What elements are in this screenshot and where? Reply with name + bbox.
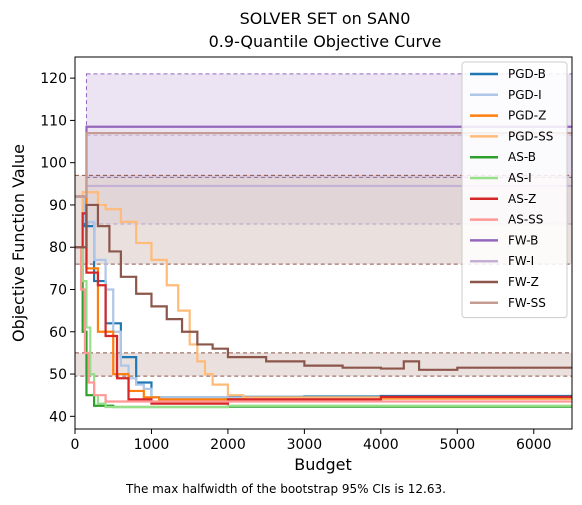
legend-label-fw-ss: FW-SS	[508, 296, 546, 310]
series-line-pgd-ss	[75, 191, 572, 399]
y-tick-label: 110	[40, 113, 67, 129]
y-tick-label: 90	[49, 198, 67, 214]
legend-label-fw-i: FW-I	[508, 254, 534, 268]
y-tick-label: 100	[40, 156, 67, 172]
legend-label-as-ss: AS-SS	[508, 213, 543, 227]
y-tick-label: 40	[49, 409, 67, 425]
chart-subtitle: 0.9-Quantile Objective Curve	[209, 32, 442, 51]
legend-label-as-i: AS-I	[508, 171, 532, 185]
y-tick-label: 120	[40, 71, 67, 87]
series-line-fw-ss	[75, 131, 572, 198]
legend-label-pgd-i: PGD-I	[508, 88, 542, 102]
legend-label-as-b: AS-B	[508, 150, 536, 164]
x-tick-label: 4000	[363, 437, 399, 453]
x-tick-label: 2000	[210, 437, 246, 453]
chart-title: SOLVER SET on SAN0	[240, 9, 411, 28]
y-tick-label: 70	[49, 283, 67, 299]
x-tick-label: 3000	[287, 437, 323, 453]
legend-label-fw-z: FW-Z	[508, 275, 539, 289]
axes: 0 1000 2000 3000 4000 5000 6000 40 50 60 70 80 90 100…	[40, 71, 551, 453]
legend-label-pgd-b: PGD-B	[508, 67, 546, 81]
series-line-as-ss	[75, 246, 572, 403]
y-tick-label: 60	[49, 325, 67, 341]
legend-label-as-z: AS-Z	[508, 192, 536, 206]
x-tick-label: 0	[71, 437, 80, 453]
y-tick-label: 50	[49, 367, 67, 383]
footnote: The max halfwidth of the bootstrap 95% C…	[125, 482, 446, 496]
legend-box	[461, 61, 568, 319]
legend-label-fw-b: FW-B	[508, 233, 538, 247]
series-line-pgd-i	[75, 195, 572, 399]
legend-label-pgd-z: PGD-Z	[508, 109, 546, 123]
plot-frame	[74, 56, 573, 430]
y-tick-label: 80	[49, 240, 67, 256]
series-line-fw-z	[75, 203, 572, 371]
y-axis-label: Objective Function Value	[9, 144, 28, 342]
x-tick-label: 1000	[134, 437, 170, 453]
legend-label-pgd-ss: PGD-SS	[508, 129, 553, 143]
x-tick-label: 5000	[439, 437, 475, 453]
x-tick-label: 6000	[516, 437, 552, 453]
x-axis-label: Budget	[294, 455, 352, 474]
legend: PGD-B PGD-I PGD-Z PGD-SS AS-B AS-I AS-Z AS-SS FW…	[461, 61, 568, 319]
